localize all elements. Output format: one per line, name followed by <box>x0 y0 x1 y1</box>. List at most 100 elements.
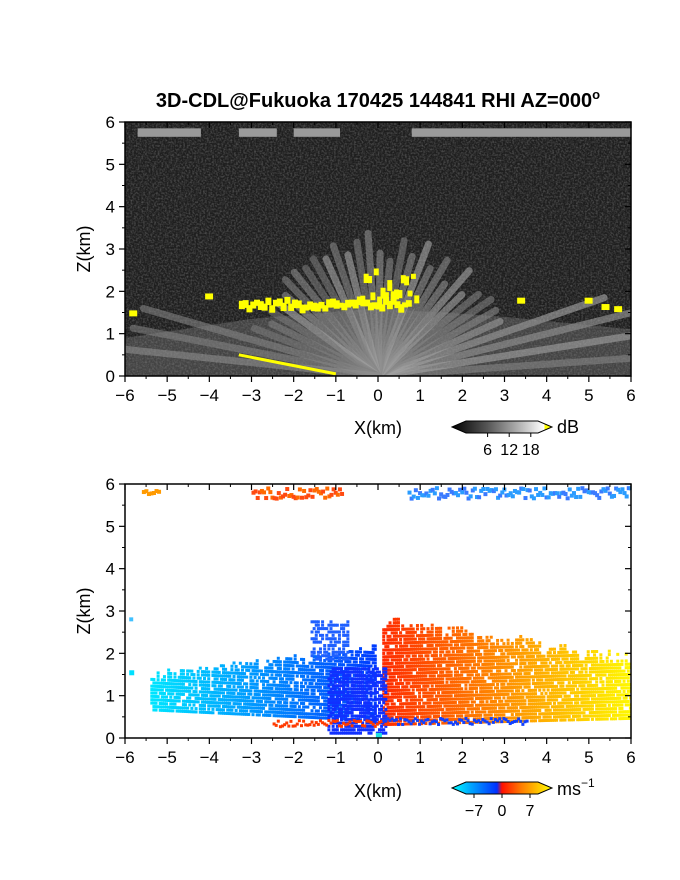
velocity-pixel <box>504 686 508 690</box>
velocity-pixel <box>580 670 584 674</box>
velocity-pixel <box>506 709 510 713</box>
velocity-pixel <box>510 716 514 720</box>
velocity-pixel <box>426 644 430 648</box>
velocity-pixel <box>453 677 457 681</box>
velocity-pixel <box>542 654 546 658</box>
velocity-pixel <box>432 691 436 695</box>
velocity-pixel <box>308 723 312 727</box>
cloud-base-echo <box>257 301 264 310</box>
velocity-pixel <box>422 647 426 651</box>
velocity-pixel <box>445 674 449 678</box>
velocity-pixel <box>245 695 249 699</box>
velocity-pixel <box>356 724 360 728</box>
velocity-pixel <box>626 713 630 717</box>
velocity-pixel <box>544 664 548 668</box>
velocity-pixel <box>272 659 276 663</box>
velocity-pixel <box>510 494 515 499</box>
velocity-pixel <box>527 678 531 682</box>
velocity-pixel <box>504 655 508 659</box>
velocity-pixel <box>327 655 331 659</box>
velocity-pixel <box>165 698 169 702</box>
velocity-pixel <box>270 676 274 680</box>
cloud-top-echo <box>397 290 403 299</box>
velocity-pixel <box>245 712 249 716</box>
velocity-pixel <box>582 714 586 718</box>
velocity-pixel <box>329 670 333 674</box>
velocity-pixel <box>321 713 325 717</box>
velocity-pixel <box>253 682 257 686</box>
velocity-pixel <box>420 493 425 498</box>
velocity-pixel <box>426 633 430 637</box>
velocity-pixel <box>152 691 156 695</box>
velocity-pixel <box>367 680 371 684</box>
velocity-pixel <box>424 650 428 654</box>
velocity-pixel <box>259 689 263 693</box>
velocity-pixel <box>491 655 495 659</box>
velocity-pixel <box>363 708 367 712</box>
velocity-pixel <box>314 709 318 713</box>
velocity-pixel <box>571 491 576 496</box>
velocity-pixel <box>453 656 457 660</box>
velocity-pixel <box>152 705 156 709</box>
velocity-pixel <box>384 668 388 672</box>
velocity-pixel <box>390 692 394 696</box>
velocity-pixel <box>565 654 569 658</box>
velocity-pixel <box>232 661 236 665</box>
velocity-pixel <box>485 717 489 721</box>
velocity-pixel <box>453 720 457 724</box>
velocity-pixel <box>337 647 341 651</box>
velocity-pixel <box>489 669 493 673</box>
velocity-pixel <box>620 717 624 721</box>
velocity-pixel <box>548 491 553 496</box>
velocity-pixel <box>418 661 422 665</box>
velocity-pixel <box>521 486 526 491</box>
velocity-pixel <box>588 684 592 688</box>
velocity-pixel <box>314 661 318 665</box>
velocity-pixel <box>302 715 306 719</box>
velocity-pixel <box>529 644 533 648</box>
velocity-pixel <box>485 713 489 717</box>
velocity-pixel <box>306 671 310 675</box>
velocity-pixel <box>536 715 540 719</box>
velocity-pixel <box>411 688 415 692</box>
velocity-pixel <box>405 641 409 645</box>
velocity-pixel <box>266 690 270 694</box>
velocity-pixel <box>584 687 588 691</box>
velocity-pixel <box>462 680 466 684</box>
velocity-pixel <box>521 658 525 662</box>
velocity-pixel <box>356 667 360 671</box>
velocity-pixel <box>512 702 516 706</box>
velocity-pixel <box>527 661 531 665</box>
velocity-pixel <box>485 652 489 656</box>
velocity-pixel <box>534 651 538 655</box>
velocity-pixel <box>394 718 398 722</box>
velocity-pixel <box>614 717 618 721</box>
velocity-pixel <box>369 711 373 715</box>
velocity-pixel <box>392 672 396 676</box>
velocity-pixel <box>559 661 563 665</box>
velocity-pixel <box>388 638 392 642</box>
velocity-pixel <box>293 654 297 658</box>
velocity-pixel <box>407 675 411 679</box>
velocity-pixel <box>483 696 487 700</box>
velocity-pixel <box>177 692 181 696</box>
velocity-pixel <box>439 717 443 721</box>
velocity-pixel <box>622 700 626 704</box>
velocity-pixel <box>356 650 360 654</box>
velocity-pixel <box>219 684 223 688</box>
velocity-pixel <box>411 708 415 712</box>
velocity-pixel <box>167 705 171 709</box>
x-tick-label: 3 <box>500 386 509 405</box>
velocity-pixel <box>405 702 409 706</box>
velocity-pixel <box>525 712 529 716</box>
velocity-pixel <box>477 720 481 724</box>
velocity-pixel <box>481 669 485 673</box>
velocity-pixel <box>447 667 451 671</box>
velocity-pixel <box>477 673 481 677</box>
velocity-pixel <box>540 668 544 672</box>
velocity-pixel <box>171 689 175 693</box>
velocity-pixel <box>430 691 434 695</box>
velocity-pixel <box>407 631 411 635</box>
velocity-pixel <box>424 491 429 496</box>
cloud-echo <box>601 304 610 311</box>
